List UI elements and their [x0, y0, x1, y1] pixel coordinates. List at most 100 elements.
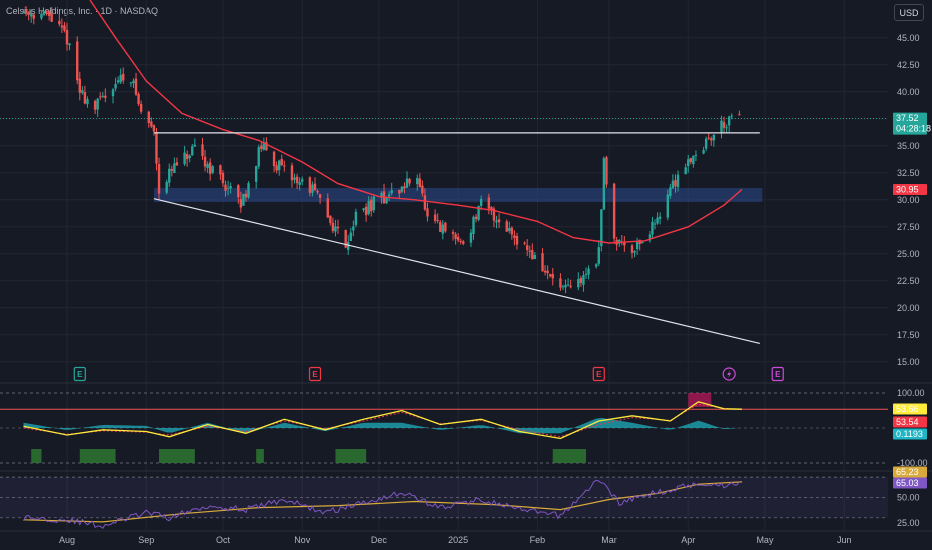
candle-body: [561, 286, 565, 288]
price-tick-label: 17.50: [897, 330, 920, 340]
grid: [0, 0, 932, 532]
candle-body: [362, 208, 365, 210]
candle-body: [99, 96, 102, 98]
candle-body: [495, 220, 498, 223]
candle-body: [436, 220, 439, 222]
candle-body: [367, 200, 370, 214]
candle-body: [226, 187, 230, 189]
candle-body: [224, 184, 227, 191]
candle-body: [96, 98, 99, 110]
candle-body: [459, 240, 462, 242]
time-tick-label: May: [756, 535, 774, 545]
candle-body: [229, 185, 232, 189]
candle-body: [114, 83, 117, 89]
price-tick-label: 22.50: [897, 276, 920, 286]
candle-body: [490, 207, 493, 211]
candle-body: [208, 162, 212, 175]
candle-body: [206, 163, 209, 169]
candle-body: [275, 165, 278, 171]
osc-badge-bg: [893, 428, 927, 440]
candle-body: [633, 251, 636, 253]
candle-body: [272, 151, 276, 167]
candle-body: [280, 158, 283, 166]
currency-button[interactable]: USD: [894, 4, 924, 21]
price-tick-label: 35.00: [897, 141, 920, 151]
candle-body: [101, 95, 104, 97]
candle-body: [203, 156, 207, 167]
earnings-icon-label: E: [775, 370, 781, 379]
candle-body: [334, 226, 337, 232]
candle-body: [666, 194, 670, 218]
candle-body: [370, 199, 373, 212]
candle-body: [364, 206, 368, 216]
candle-body: [541, 253, 544, 272]
candle-body: [653, 223, 657, 225]
candle-body: [566, 284, 570, 286]
candle-body: [344, 229, 347, 248]
candle-body: [497, 219, 501, 223]
candle-body: [418, 178, 422, 188]
candle-body: [477, 205, 480, 220]
candle-body: [65, 29, 69, 45]
candle-body: [277, 160, 281, 171]
demand-zone-rect: [153, 187, 763, 202]
candle-body: [658, 216, 662, 219]
candle-body: [157, 164, 161, 194]
candle-body: [546, 270, 549, 274]
candle-body: [30, 14, 33, 17]
earnings-icon: [308, 366, 322, 382]
stoch-fast-line: [23, 401, 742, 440]
candle-body: [727, 116, 731, 126]
time-tick-label: Sep: [138, 535, 154, 545]
candle-body: [129, 82, 133, 84]
candle-body: [354, 211, 358, 226]
candle-body: [45, 10, 48, 13]
candle-body: [175, 162, 179, 166]
candle-body: [283, 165, 286, 167]
last-price-badge-text: 37.52: [896, 113, 919, 123]
candle-body: [168, 168, 171, 183]
candle-body: [244, 193, 248, 198]
candle-body: [93, 100, 97, 110]
last-price-badge-countdown: 04:28:18: [896, 124, 931, 134]
osc-tick-label: 100.00: [897, 388, 925, 398]
candle-body: [472, 216, 475, 234]
candle-body: [487, 197, 491, 209]
candle-body: [290, 165, 294, 181]
candle-body: [257, 147, 260, 167]
candle-body: [50, 13, 53, 22]
candle-body: [400, 186, 404, 192]
candles: [22, 6, 741, 294]
candle-body: [173, 163, 176, 173]
candle-body: [569, 285, 572, 288]
rsi-pane: [0, 476, 888, 530]
candle-body: [78, 78, 81, 93]
candle-body: [329, 215, 332, 223]
candle-body: [293, 177, 296, 180]
rsi-line: [23, 479, 740, 530]
candle-body: [331, 222, 335, 232]
candle-body: [656, 217, 659, 224]
candle-body: [433, 214, 437, 221]
candle-body: [313, 183, 317, 191]
candle-body: [201, 144, 204, 157]
candle-body: [295, 176, 299, 184]
candle-body: [559, 278, 562, 288]
candle-body: [712, 134, 716, 141]
candle-body: [301, 179, 304, 182]
candle-body: [684, 167, 687, 175]
demand-zone: [153, 187, 763, 202]
time-tick-label: Jun: [837, 535, 852, 545]
candle-body: [525, 245, 529, 251]
price-tick-label: 15.00: [897, 357, 920, 367]
candle-body: [710, 138, 713, 141]
candle-body: [150, 121, 153, 127]
candle-body: [638, 239, 641, 245]
candle-body: [416, 178, 419, 185]
candle-body: [183, 152, 186, 165]
rsi-badge-bg: [893, 466, 927, 478]
candle-body: [635, 240, 639, 250]
